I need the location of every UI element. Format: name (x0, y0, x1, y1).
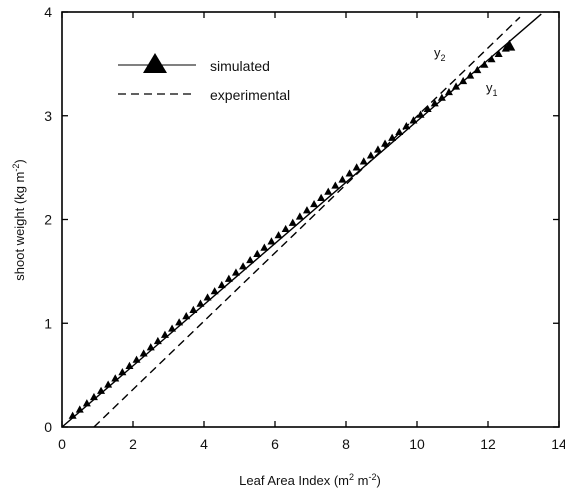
simulated-point (168, 324, 177, 332)
simulated-point (302, 206, 311, 214)
legend: simulated experimental (118, 53, 290, 103)
simulated-point (324, 187, 333, 195)
series-layer (62, 13, 542, 427)
simulated-point (480, 60, 489, 68)
legend-item-simulated: simulated (118, 53, 270, 74)
y-tick-label-1: 1 (44, 315, 52, 331)
x-tick-label-8: 8 (342, 436, 350, 452)
simulated-point (317, 193, 326, 201)
simulated-point (196, 299, 205, 307)
simulated-point (423, 104, 432, 113)
simulated-point (175, 318, 184, 326)
simulated-point (281, 224, 290, 233)
x-tick-label-0: 0 (58, 436, 66, 452)
simulated-point (338, 175, 347, 183)
simulated-point (89, 392, 98, 401)
x-axis-ticks: 0 2 4 6 8 10 12 14 (58, 12, 565, 452)
x-tick-label-10: 10 (409, 436, 425, 452)
simulated-point (288, 218, 297, 226)
y-axis-ticks: 0 1 2 3 4 (44, 4, 559, 435)
simulated-point (459, 76, 468, 85)
simulated-point (437, 93, 446, 101)
simulated-point (395, 127, 404, 136)
y-axis-label: shoot weight (kg m-2) (11, 159, 27, 280)
simulated-point (139, 349, 148, 357)
simulated-point (125, 361, 134, 369)
x-axis-label: Leaf Area Index (m2 m-2) (239, 472, 381, 488)
simulated-point (118, 368, 127, 376)
simulated-point (388, 133, 397, 141)
simulated-point (310, 199, 319, 208)
simulated-point (402, 122, 411, 130)
y-tick-label-4: 4 (44, 4, 52, 20)
simulated-point (494, 49, 503, 57)
simulated-point (352, 163, 361, 171)
simulated-point (503, 39, 516, 51)
simulated-point (97, 386, 106, 394)
simulated-point (217, 280, 226, 289)
simulated-point (430, 99, 439, 107)
simulated-point (160, 330, 169, 338)
y-tick-label-0: 0 (44, 419, 52, 435)
simulated-point (111, 374, 120, 382)
x-tick-label-6: 6 (271, 436, 279, 452)
simulated-point (267, 237, 276, 245)
simulated-point (331, 181, 340, 189)
legend-label-simulated: simulated (210, 58, 270, 74)
simulated-point (75, 405, 84, 413)
simulated-point (246, 255, 255, 264)
simulated-point (253, 249, 262, 257)
x-tick-label-14: 14 (551, 436, 565, 452)
simulated-point (366, 151, 375, 159)
simulated-point (444, 87, 453, 96)
simulated-point (189, 305, 198, 313)
x-tick-label-2: 2 (129, 436, 137, 452)
simulated-point (409, 116, 418, 124)
simulated-point (132, 355, 141, 363)
simulated-point (203, 293, 212, 301)
simulated-point (473, 65, 482, 74)
simulated-point (239, 262, 248, 270)
simulated-point (153, 336, 162, 345)
simulated-point (373, 145, 382, 153)
legend-item-experimental: experimental (118, 87, 290, 103)
annotation-y2: y2 (434, 45, 446, 63)
simulated-point (104, 380, 113, 388)
simulated-point (82, 399, 91, 407)
simulated-point (260, 243, 269, 251)
simulated-point (68, 411, 77, 419)
simulated-point (210, 287, 219, 295)
simulated-point (224, 274, 233, 282)
simulated-point (231, 268, 240, 276)
x-tick-label-4: 4 (200, 436, 208, 452)
legend-label-experimental: experimental (210, 87, 290, 103)
simulated-point (345, 169, 354, 177)
legend-marker-simulated (143, 53, 167, 73)
simulated-point (182, 311, 191, 320)
annotation-y1: y1 (486, 80, 498, 98)
series-line-experimental (93, 16, 521, 427)
simulated-point (452, 82, 461, 90)
simulated-point (359, 157, 368, 165)
simulated-point (274, 231, 283, 239)
y-tick-label-2: 2 (44, 212, 52, 228)
simulated-point (416, 110, 425, 118)
simulated-point (466, 71, 475, 79)
y-tick-label-3: 3 (44, 108, 52, 124)
simulated-point (295, 212, 304, 220)
simulated-point (487, 55, 496, 63)
simulated-point (381, 139, 390, 147)
x-tick-label-12: 12 (480, 436, 496, 452)
simulated-point (146, 343, 155, 351)
